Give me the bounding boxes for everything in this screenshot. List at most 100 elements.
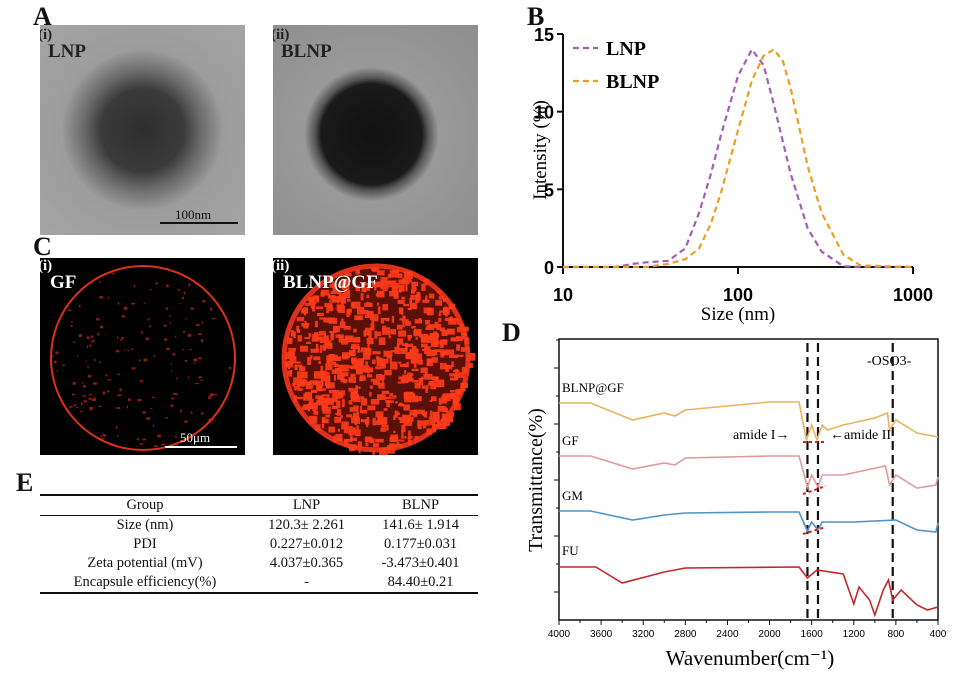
fluorescence-spot xyxy=(380,374,385,381)
panel-label-a: A xyxy=(33,2,52,31)
fluorescence-spot xyxy=(310,348,320,353)
fluorescence-spot xyxy=(366,310,374,318)
fluorescence-spot xyxy=(420,367,428,373)
fluorescence-spot xyxy=(369,316,373,321)
fluorescence-spot xyxy=(175,335,177,338)
fluorescence-spot xyxy=(117,302,120,305)
series-line-gm xyxy=(559,510,939,533)
fluorescence-spot xyxy=(375,366,382,370)
fluorescence-spot xyxy=(296,317,305,322)
fluorescence-spot xyxy=(348,400,353,405)
fluorescence-spot xyxy=(418,335,428,338)
fluorescence-spot xyxy=(451,361,454,367)
fluorescence-spot xyxy=(89,409,93,411)
fluorescence-spot xyxy=(201,321,204,324)
header-cell: BLNP xyxy=(363,494,478,516)
fluorescence-spot xyxy=(287,365,291,370)
fluorescence-spot xyxy=(68,309,72,312)
fluorescence-spot xyxy=(372,267,380,272)
fluorescence-spot xyxy=(317,312,324,317)
fluorescence-spot xyxy=(353,396,361,403)
fluorescence-spot xyxy=(116,336,119,339)
fluorescence-spot xyxy=(452,395,457,403)
fluorescence-spot xyxy=(397,439,405,442)
fluorescence-spot xyxy=(441,339,448,343)
fluorescence-spot xyxy=(427,335,435,339)
fluorescence-spot xyxy=(406,361,409,368)
fluorescence-spot xyxy=(99,281,101,284)
fluorescence-spot xyxy=(350,346,360,350)
fluorescence-spot xyxy=(142,438,147,441)
fluorescence-spot xyxy=(360,398,368,406)
fluorescence-spot xyxy=(166,284,169,288)
fluorescence-spot xyxy=(348,444,357,449)
fluorescence-spot xyxy=(337,305,345,313)
fluorescence-spot xyxy=(388,282,394,288)
fluorescence-spot xyxy=(403,271,413,279)
cell: 84.40±0.21 xyxy=(363,573,478,594)
fluorescence-spot xyxy=(390,329,397,335)
fluorescence-spot xyxy=(433,418,439,423)
fluorescence-spot xyxy=(341,278,350,286)
fluorescence-spot xyxy=(334,416,342,423)
fluorescence-spot xyxy=(293,395,297,402)
fluorescence-spot xyxy=(390,444,398,448)
fluorescence-spot xyxy=(343,379,347,384)
fluorescence-spot xyxy=(319,317,327,320)
fluorescence-spot xyxy=(131,348,134,350)
image-title: BLNP@GF xyxy=(283,272,378,293)
fluorescence-spot xyxy=(336,400,341,409)
fluorescence-spot xyxy=(286,360,293,368)
series-label: GF xyxy=(562,433,579,448)
fluorescence-spot xyxy=(381,419,387,428)
fluorescence-spot xyxy=(418,396,422,399)
fluorescence-spot xyxy=(356,360,364,367)
x-tick-label: 1600 xyxy=(801,629,824,640)
fluorescence-spot xyxy=(407,372,412,375)
fluorescence-spot xyxy=(313,356,321,361)
fluorescence-spot xyxy=(429,420,436,426)
cell: -3.473±0.401 xyxy=(381,555,460,571)
fluorescence-spot xyxy=(198,357,202,360)
fluorescence-spot xyxy=(140,380,144,383)
fluorescence-spot xyxy=(90,335,94,338)
fluorescence-spot xyxy=(174,435,177,438)
fluorescence-spot xyxy=(309,380,319,383)
fluorescence-spot xyxy=(370,399,380,405)
series-line-fu xyxy=(559,566,939,618)
fluorescence-spot xyxy=(381,377,384,384)
fluorescence-spot xyxy=(377,394,386,401)
fluorescence-spot xyxy=(188,283,191,287)
fluorescence-spot xyxy=(399,347,408,354)
x-tick-label: 2000 xyxy=(758,629,781,640)
fluorescence-spot xyxy=(360,375,366,381)
cell: 4.037±0.365 xyxy=(269,555,344,571)
fluorescence-spot xyxy=(417,421,422,430)
fluorescence-spot xyxy=(376,358,385,367)
fluorescence-spot xyxy=(325,363,333,371)
fluorescence-spot xyxy=(200,339,204,343)
fluorescence-spot xyxy=(439,327,445,332)
x-tick-label: 4000 xyxy=(548,629,571,640)
fluorescence-spot xyxy=(456,344,460,351)
fluorescence-spot xyxy=(343,325,351,330)
fluorescence-spot xyxy=(173,393,178,396)
fluorescence-spot xyxy=(149,289,152,291)
fluorescence-spot xyxy=(389,355,392,363)
fluorescence-spot xyxy=(184,420,188,423)
fluorescence-spot xyxy=(332,390,340,398)
fluorescence-spot xyxy=(428,416,438,422)
annotation-amide-ii: ←amide II xyxy=(830,428,891,443)
fluorescence-spot xyxy=(410,373,414,377)
fluorescence-spot xyxy=(376,281,382,287)
fluorescence-spot xyxy=(325,385,331,389)
fluorescence-spot xyxy=(190,307,194,310)
fluorescence-spot xyxy=(118,446,121,449)
y-axis-label: Transmittance(%) xyxy=(525,408,547,552)
fluorescence-spot xyxy=(170,363,172,366)
fluorescence-spot xyxy=(387,280,397,284)
fluorescence-spot xyxy=(117,434,119,437)
fluorescence-spot xyxy=(459,323,463,330)
fluorescence-spot xyxy=(344,272,352,277)
fluorescence-spot xyxy=(297,335,303,342)
